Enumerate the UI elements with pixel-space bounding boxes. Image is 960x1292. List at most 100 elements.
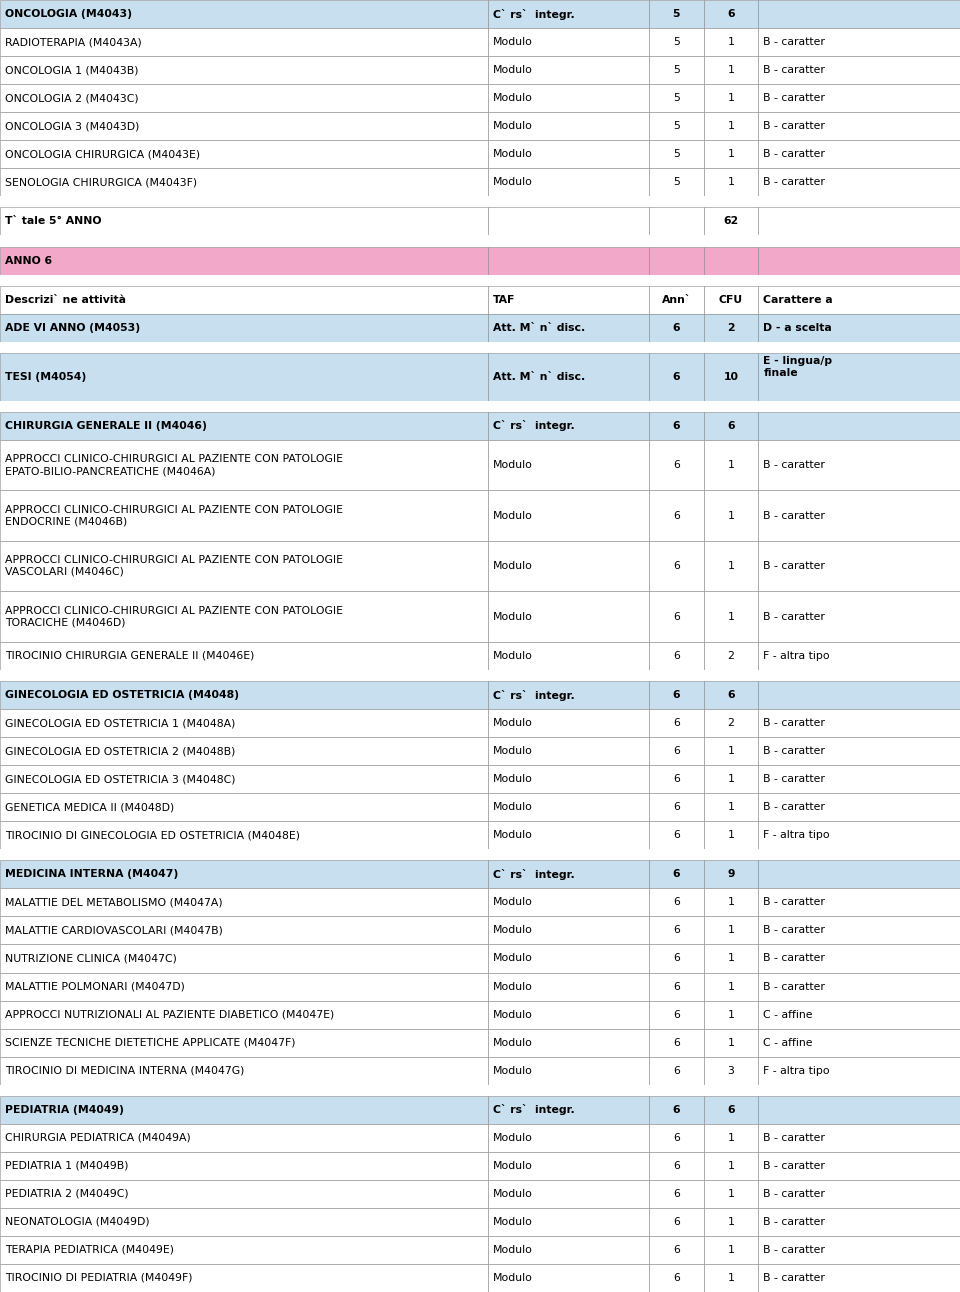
Bar — [488, 1124, 649, 1152]
Bar — [704, 247, 758, 275]
Text: 5: 5 — [673, 93, 680, 103]
Text: B - caratter: B - caratter — [763, 953, 826, 964]
Text: 6: 6 — [673, 898, 680, 907]
Text: Modulo: Modulo — [492, 1066, 533, 1076]
Bar — [704, 0, 758, 28]
Bar — [0, 1084, 960, 1096]
Bar — [758, 286, 960, 314]
Bar — [649, 412, 704, 441]
Bar — [488, 681, 649, 709]
Bar — [0, 491, 488, 541]
Text: Modulo: Modulo — [492, 1217, 533, 1227]
Bar — [0, 1208, 488, 1236]
Text: C` rs`  integr.: C` rs` integr. — [492, 420, 574, 432]
Bar — [649, 642, 704, 669]
Text: 1: 1 — [728, 37, 734, 47]
Bar — [704, 765, 758, 793]
Text: 5: 5 — [673, 37, 680, 47]
Bar — [649, 1096, 704, 1124]
Text: 6: 6 — [673, 1189, 680, 1199]
Bar — [704, 1057, 758, 1084]
Text: ADE VI ANNO (M4053): ADE VI ANNO (M4053) — [5, 323, 140, 333]
Bar — [488, 56, 649, 84]
Text: Modulo: Modulo — [492, 802, 533, 813]
Text: Modulo: Modulo — [492, 1133, 533, 1143]
Text: 5: 5 — [673, 65, 680, 75]
Bar — [0, 441, 488, 491]
Bar — [649, 916, 704, 944]
Bar — [649, 860, 704, 889]
Bar — [488, 1180, 649, 1208]
Bar — [704, 1124, 758, 1152]
Text: TERAPIA PEDIATRICA (M4049E): TERAPIA PEDIATRICA (M4049E) — [5, 1245, 174, 1255]
Bar — [649, 973, 704, 1000]
Bar — [0, 1180, 488, 1208]
Bar — [488, 28, 649, 56]
Text: 1: 1 — [728, 177, 734, 187]
Bar — [488, 1152, 649, 1180]
Text: E - lingua/p
finale: E - lingua/p finale — [763, 357, 832, 377]
Text: CFU: CFU — [719, 295, 743, 305]
Text: 1: 1 — [728, 982, 734, 991]
Text: B - caratter: B - caratter — [763, 925, 826, 935]
Text: B - caratter: B - caratter — [763, 93, 826, 103]
Bar — [758, 793, 960, 822]
Bar — [649, 56, 704, 84]
Text: Modulo: Modulo — [492, 561, 533, 571]
Bar — [0, 412, 488, 441]
Text: B - caratter: B - caratter — [763, 37, 826, 47]
Bar — [649, 208, 704, 235]
Text: B - caratter: B - caratter — [763, 65, 826, 75]
Bar — [488, 916, 649, 944]
Bar — [758, 208, 960, 235]
Bar — [0, 1057, 488, 1084]
Bar — [649, 441, 704, 491]
Bar — [649, 1057, 704, 1084]
Bar — [0, 592, 488, 642]
Bar — [649, 0, 704, 28]
Text: Modulo: Modulo — [492, 149, 533, 159]
Bar — [0, 793, 488, 822]
Text: C - affine: C - affine — [763, 1009, 813, 1019]
Text: Modulo: Modulo — [492, 898, 533, 907]
Text: Att. M` n` disc.: Att. M` n` disc. — [492, 323, 585, 333]
Bar — [704, 889, 758, 916]
Bar — [488, 412, 649, 441]
Text: 1: 1 — [728, 831, 734, 840]
Bar — [649, 736, 704, 765]
Bar — [704, 709, 758, 736]
Bar — [0, 681, 488, 709]
Bar — [704, 944, 758, 973]
Bar — [704, 592, 758, 642]
Bar — [704, 1264, 758, 1292]
Text: 1: 1 — [728, 1245, 734, 1255]
Bar — [488, 1208, 649, 1236]
Bar — [704, 491, 758, 541]
Bar — [0, 1264, 488, 1292]
Bar — [758, 1096, 960, 1124]
Bar — [758, 1236, 960, 1264]
Text: TIROCINIO DI GINECOLOGIA ED OSTETRICIA (M4048E): TIROCINIO DI GINECOLOGIA ED OSTETRICIA (… — [5, 831, 300, 840]
Text: 6: 6 — [673, 870, 680, 880]
Text: C` rs`  integr.: C` rs` integr. — [492, 870, 574, 880]
Bar — [0, 168, 488, 196]
Text: GINECOLOGIA ED OSTETRICIA 1 (M4048A): GINECOLOGIA ED OSTETRICIA 1 (M4048A) — [5, 718, 235, 729]
Text: 6: 6 — [728, 1105, 734, 1115]
Bar — [758, 168, 960, 196]
Bar — [0, 736, 488, 765]
Text: 6: 6 — [673, 1009, 680, 1019]
Bar — [704, 1152, 758, 1180]
Text: MALATTIE CARDIOVASCOLARI (M4047B): MALATTIE CARDIOVASCOLARI (M4047B) — [5, 925, 223, 935]
Text: 1: 1 — [728, 925, 734, 935]
Bar — [488, 709, 649, 736]
Text: 1: 1 — [728, 774, 734, 784]
Bar — [488, 736, 649, 765]
Bar — [649, 286, 704, 314]
Text: GENETICA MEDICA II (M4048D): GENETICA MEDICA II (M4048D) — [5, 802, 175, 813]
Bar — [758, 860, 960, 889]
Text: Modulo: Modulo — [492, 745, 533, 756]
Bar — [704, 860, 758, 889]
Text: 6: 6 — [673, 421, 680, 432]
Bar — [704, 681, 758, 709]
Text: B - caratter: B - caratter — [763, 1162, 826, 1171]
